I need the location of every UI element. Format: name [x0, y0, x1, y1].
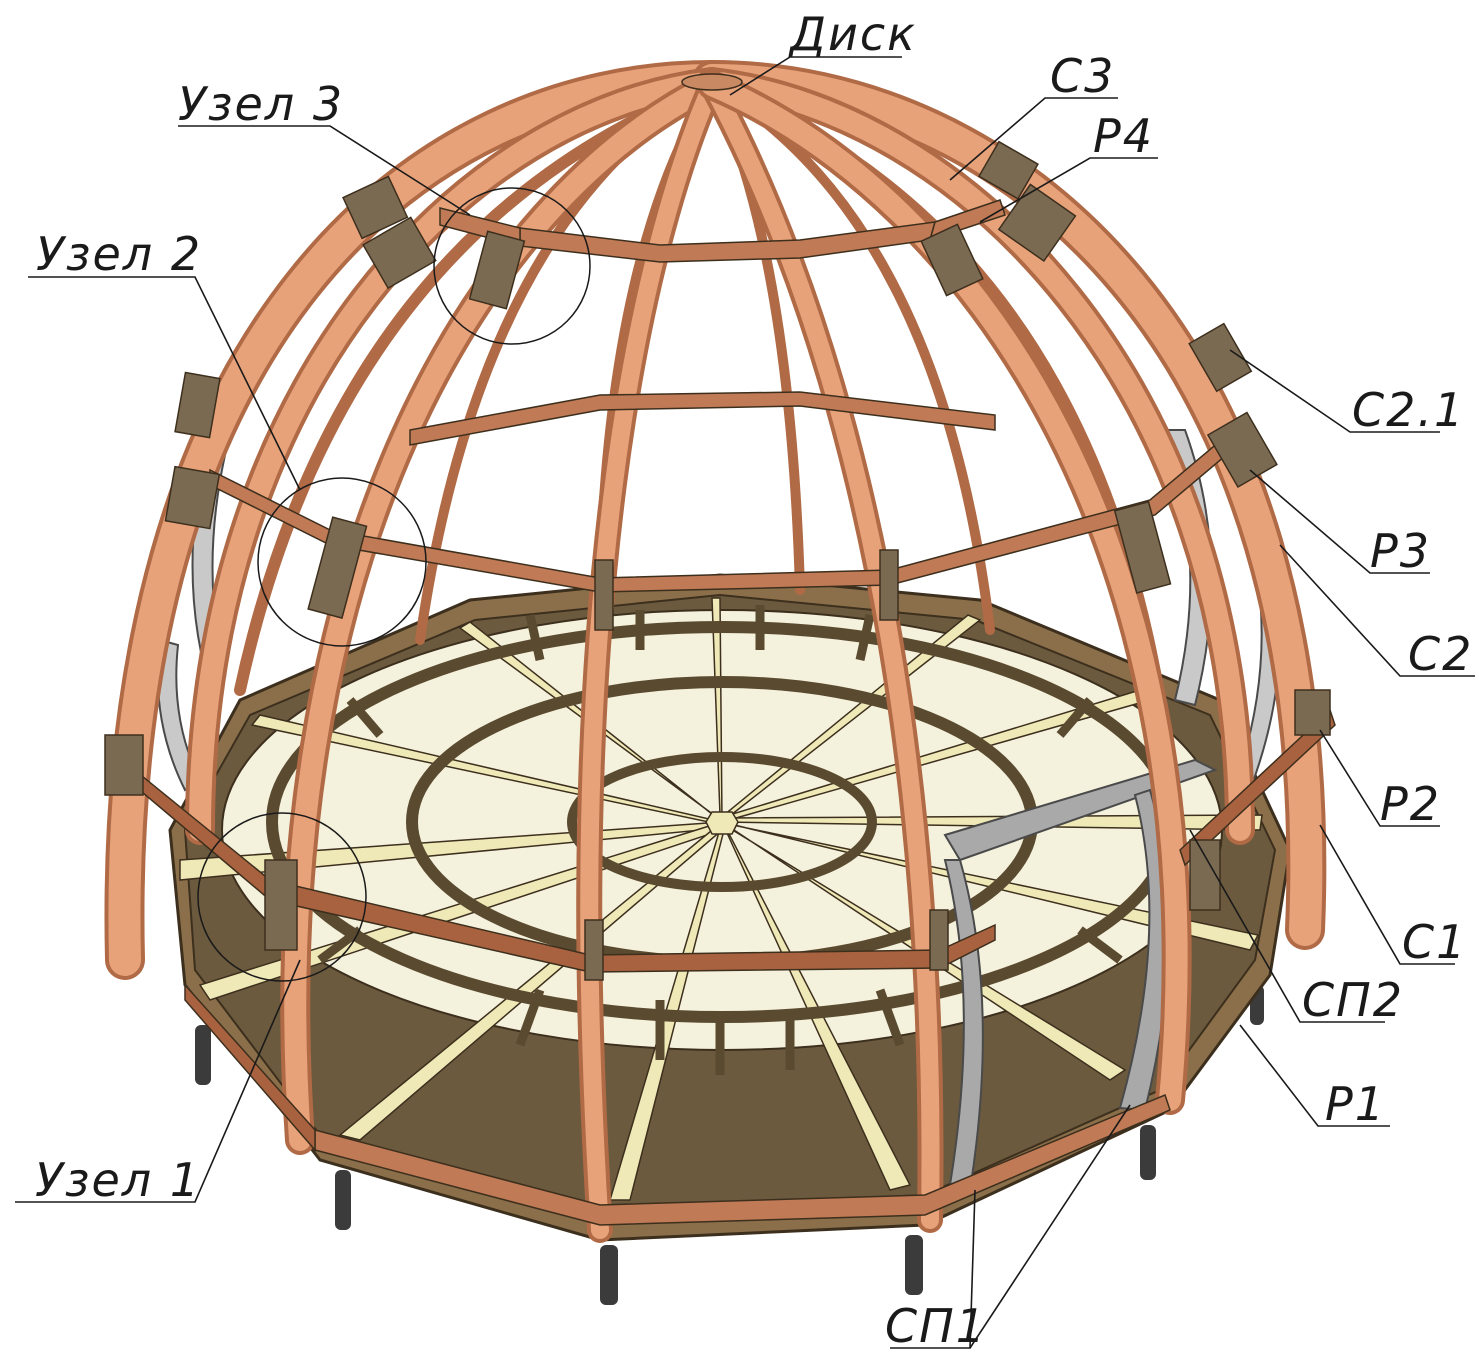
leader-p2: [1319, 729, 1440, 827]
ring-beam-p1: [109, 748, 996, 973]
joint-plate: [584, 919, 604, 981]
floor-block: [1056, 697, 1094, 738]
joint-plate: [1113, 500, 1172, 594]
node-circle-3: [433, 187, 591, 345]
joint-plate: [307, 516, 368, 619]
leader-sp2: [1189, 829, 1385, 1023]
joint-plate: [362, 216, 437, 290]
floor-hub: [705, 811, 739, 835]
label-sp1: СП1: [885, 1299, 987, 1352]
leader-sp1-b: [969, 1104, 1131, 1349]
joint-plate: [594, 559, 614, 631]
door-lintel: [943, 758, 1218, 862]
support-post: [335, 1170, 351, 1230]
node-circles: [197, 187, 591, 982]
rib-second-right-face: [701, 71, 1251, 841]
floor-block: [346, 697, 384, 738]
joint-plates: [104, 140, 1331, 981]
floor-block: [1077, 926, 1123, 964]
outer-ribs: [104, 60, 1327, 980]
joint-plate: [174, 371, 221, 439]
ring-beam-p1-right: [1179, 708, 1336, 867]
base-ring-front: [314, 1093, 1171, 1226]
label-node3: Узел 3: [178, 77, 344, 131]
support-posts: [195, 985, 1264, 1305]
leader-lines: [15, 56, 1475, 1349]
label-node1: Узел 1: [35, 1153, 201, 1207]
leader-p1: [1239, 1024, 1390, 1127]
node-circle-2: [257, 477, 427, 647]
label-c21: С2.1: [1352, 383, 1465, 437]
floor-blocking: [317, 605, 1123, 1075]
support-post: [600, 1245, 618, 1305]
door-frame-metal: [156, 429, 1281, 1192]
support-post: [905, 1235, 923, 1295]
joint-plate: [342, 175, 409, 240]
leader-disk: [729, 56, 902, 96]
label-disk: Диск: [788, 7, 917, 61]
label-p4: Р4: [1093, 109, 1154, 163]
label-c2: С2: [1408, 627, 1473, 681]
leader-c1: [1319, 824, 1455, 965]
floor-block: [875, 988, 905, 1047]
ring-beam-p3: [409, 391, 996, 446]
floor-block: [515, 988, 545, 1047]
leader-p4: [979, 157, 1158, 223]
floor-block: [855, 614, 875, 661]
rib-outer-left-face: [108, 64, 728, 976]
leader-node3: [178, 125, 471, 216]
rib-second-left-face: [189, 71, 723, 841]
ring-beams: [109, 199, 1336, 1226]
node-circle-1: [197, 812, 367, 982]
floor-block: [317, 926, 363, 964]
joint-plate: [264, 859, 298, 951]
floor-ring-inner: [567, 752, 877, 892]
joint-plate: [977, 140, 1039, 200]
rib-outer-right-face: [696, 64, 1323, 946]
joint-plate: [1188, 322, 1253, 393]
label-sp2: СП2: [1302, 973, 1404, 1027]
rib-front-right-face: [701, 74, 1188, 1111]
joint-plate: [920, 223, 984, 297]
joint-plate: [929, 909, 949, 971]
floor-block: [525, 614, 545, 661]
label-node2: Узел 2: [36, 227, 202, 281]
joint-plate: [879, 549, 899, 621]
joint-plate: [1294, 689, 1331, 736]
label-p3: Р3: [1370, 524, 1431, 578]
label-c1: С1: [1402, 915, 1467, 969]
label-p2: Р2: [1380, 777, 1441, 831]
leader-p3: [1249, 469, 1430, 574]
joint-plate: [104, 734, 144, 796]
joint-plate: [468, 230, 526, 310]
leader-node1: [15, 959, 301, 1203]
leader-node2: [28, 276, 301, 491]
label-c3: С3: [1050, 49, 1115, 103]
joint-plate: [997, 183, 1077, 263]
top-disk: [681, 73, 743, 91]
base-ring-left: [184, 983, 316, 1153]
leader-c2: [1279, 544, 1475, 677]
joint-plate: [164, 465, 221, 530]
support-post: [1140, 1125, 1156, 1180]
callout-labels: Диск С3 Р4 Узел 3 Узел 2 С2.1 Р3 С2 Р2 С…: [35, 7, 1473, 1352]
leader-c3: [949, 97, 1118, 181]
leader-c21: [1229, 349, 1440, 433]
label-p1: Р1: [1325, 1077, 1386, 1131]
support-post: [195, 1025, 211, 1085]
